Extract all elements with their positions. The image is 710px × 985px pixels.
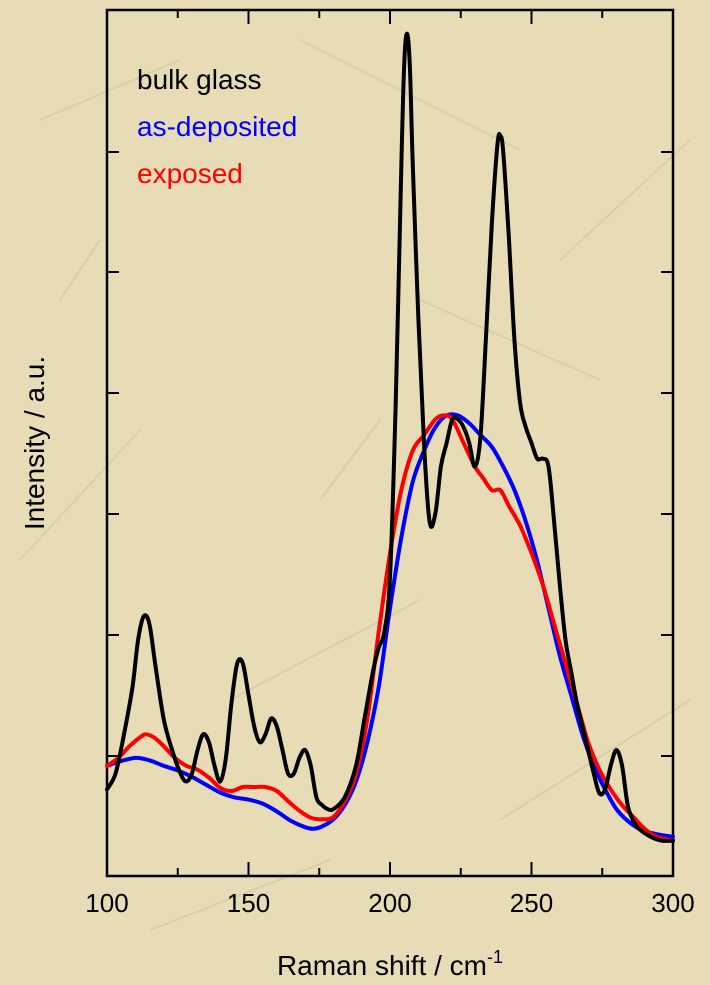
x-tick-label: 150: [227, 888, 270, 918]
parchment-background: [19, 39, 691, 931]
axis-ticks: [106, 10, 674, 876]
x-tick-labels: 100 150 200 250 300: [85, 888, 694, 918]
texture-stroke: [229, 599, 421, 701]
series-line-bulk-glass: [105, 31, 675, 843]
legend: bulk glass as-deposited exposed: [137, 64, 297, 189]
x-axis-title-superscript: -1: [487, 947, 503, 967]
series-lines: [105, 31, 675, 843]
texture-stroke: [319, 419, 381, 501]
texture-stroke: [59, 239, 101, 301]
texture-stroke: [19, 429, 141, 561]
x-tick-label: 100: [85, 888, 128, 918]
x-tick-label: 250: [510, 888, 553, 918]
y-axis-title: Intensity / a.u.: [19, 356, 50, 530]
legend-entry-as-deposited: as-deposited: [137, 111, 297, 142]
x-axis-title: Raman shift / cm-1: [277, 947, 503, 981]
legend-entry-exposed: exposed: [137, 158, 243, 189]
x-tick-label: 200: [368, 888, 411, 918]
texture-stroke: [39, 59, 181, 121]
x-axis-title-text: Raman shift / cm: [277, 950, 487, 981]
texture-stroke: [419, 299, 601, 381]
x-tick-label: 300: [651, 888, 694, 918]
texture-stroke: [149, 859, 331, 931]
texture-stroke: [559, 139, 691, 261]
legend-entry-bulk-glass: bulk glass: [137, 64, 262, 95]
